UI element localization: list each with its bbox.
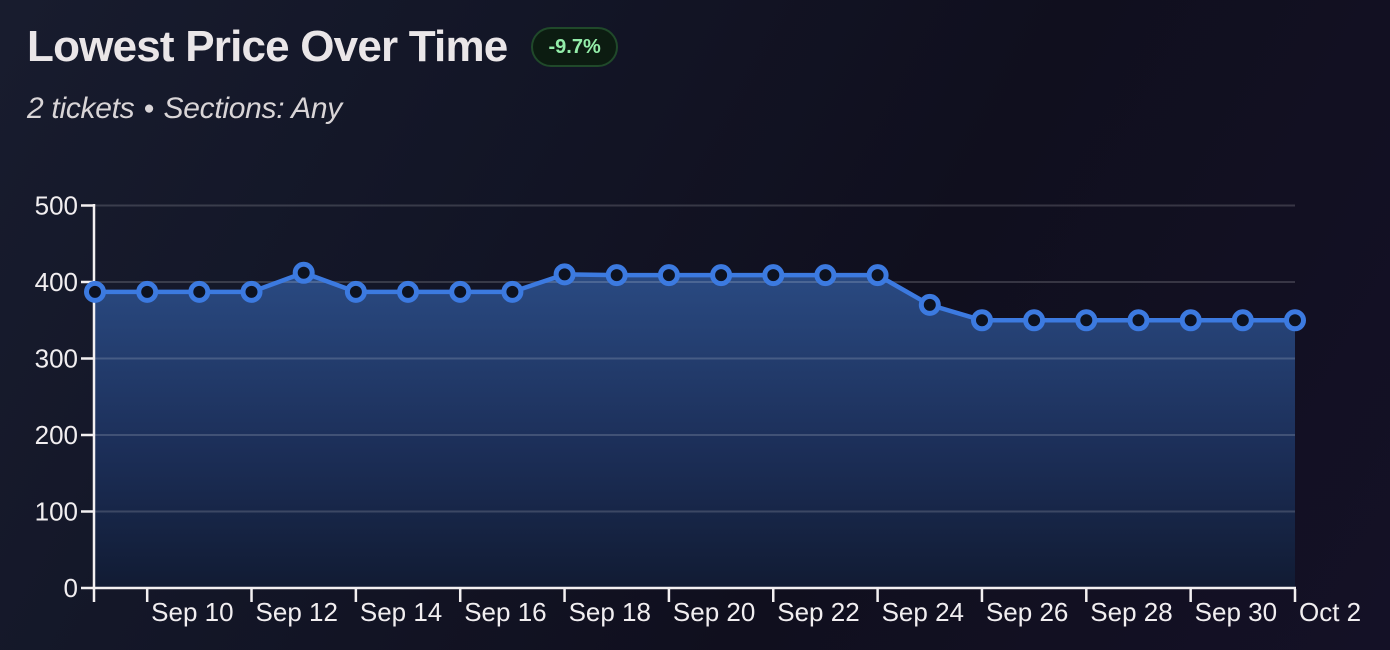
x-tick-label: Sep 20 <box>673 597 755 627</box>
price-change-badge: -9.7% <box>531 27 618 68</box>
data-point[interactable] <box>605 264 628 287</box>
data-point[interactable] <box>344 280 367 303</box>
y-tick-label: 300 <box>35 344 78 374</box>
data-point[interactable] <box>1179 309 1202 332</box>
page-title: Lowest Price Over Time <box>27 22 508 71</box>
y-tick-label: 400 <box>35 267 78 297</box>
x-tick-label: Sep 16 <box>464 597 546 627</box>
data-point[interactable] <box>136 280 159 303</box>
data-point[interactable] <box>1075 309 1098 332</box>
data-point[interactable] <box>292 261 315 284</box>
x-tick-label: Sep 14 <box>360 597 442 627</box>
data-point[interactable] <box>866 264 889 287</box>
data-point[interactable] <box>918 293 941 316</box>
data-point[interactable] <box>501 280 524 303</box>
data-point[interactable] <box>710 264 733 287</box>
chart-header: Lowest Price Over Time -9.7% <box>27 22 618 71</box>
data-point[interactable] <box>84 280 106 303</box>
data-point[interactable] <box>814 264 837 287</box>
sections-filter-label: Sections: Any <box>163 92 343 125</box>
x-tick-label: Sep 10 <box>151 597 233 627</box>
data-point[interactable] <box>1023 309 1046 332</box>
data-point[interactable] <box>1127 309 1150 332</box>
x-tick-label: Oct 2 <box>1299 597 1361 627</box>
x-tick-label: Sep 22 <box>777 597 859 627</box>
x-tick-label: Sep 28 <box>1090 597 1172 627</box>
data-point[interactable] <box>1231 309 1254 332</box>
data-point[interactable] <box>397 280 419 303</box>
data-point[interactable] <box>553 263 576 286</box>
y-tick-label: 0 <box>64 573 78 603</box>
x-tick-label: Sep 24 <box>882 597 964 627</box>
x-tick-label: Sep 12 <box>256 597 338 627</box>
y-tick-label: 100 <box>35 497 78 527</box>
x-tick-label: Sep 30 <box>1195 597 1277 627</box>
data-point[interactable] <box>971 309 993 332</box>
bullet-separator: ● <box>143 98 155 119</box>
x-tick-label: Sep 26 <box>986 597 1068 627</box>
data-point[interactable] <box>1284 309 1306 332</box>
data-point[interactable] <box>449 280 472 303</box>
x-tick-label: Sep 18 <box>569 597 651 627</box>
y-tick-label: 200 <box>35 420 78 450</box>
data-point[interactable] <box>657 264 680 287</box>
tickets-count-label: 2 tickets <box>27 92 135 125</box>
data-point[interactable] <box>762 264 785 287</box>
data-point[interactable] <box>240 280 263 303</box>
area-fill <box>95 272 1295 588</box>
data-point[interactable] <box>188 280 211 303</box>
y-tick-label: 500 <box>35 191 78 221</box>
chart-subtitle: 2 tickets ● Sections: Any <box>27 92 342 126</box>
